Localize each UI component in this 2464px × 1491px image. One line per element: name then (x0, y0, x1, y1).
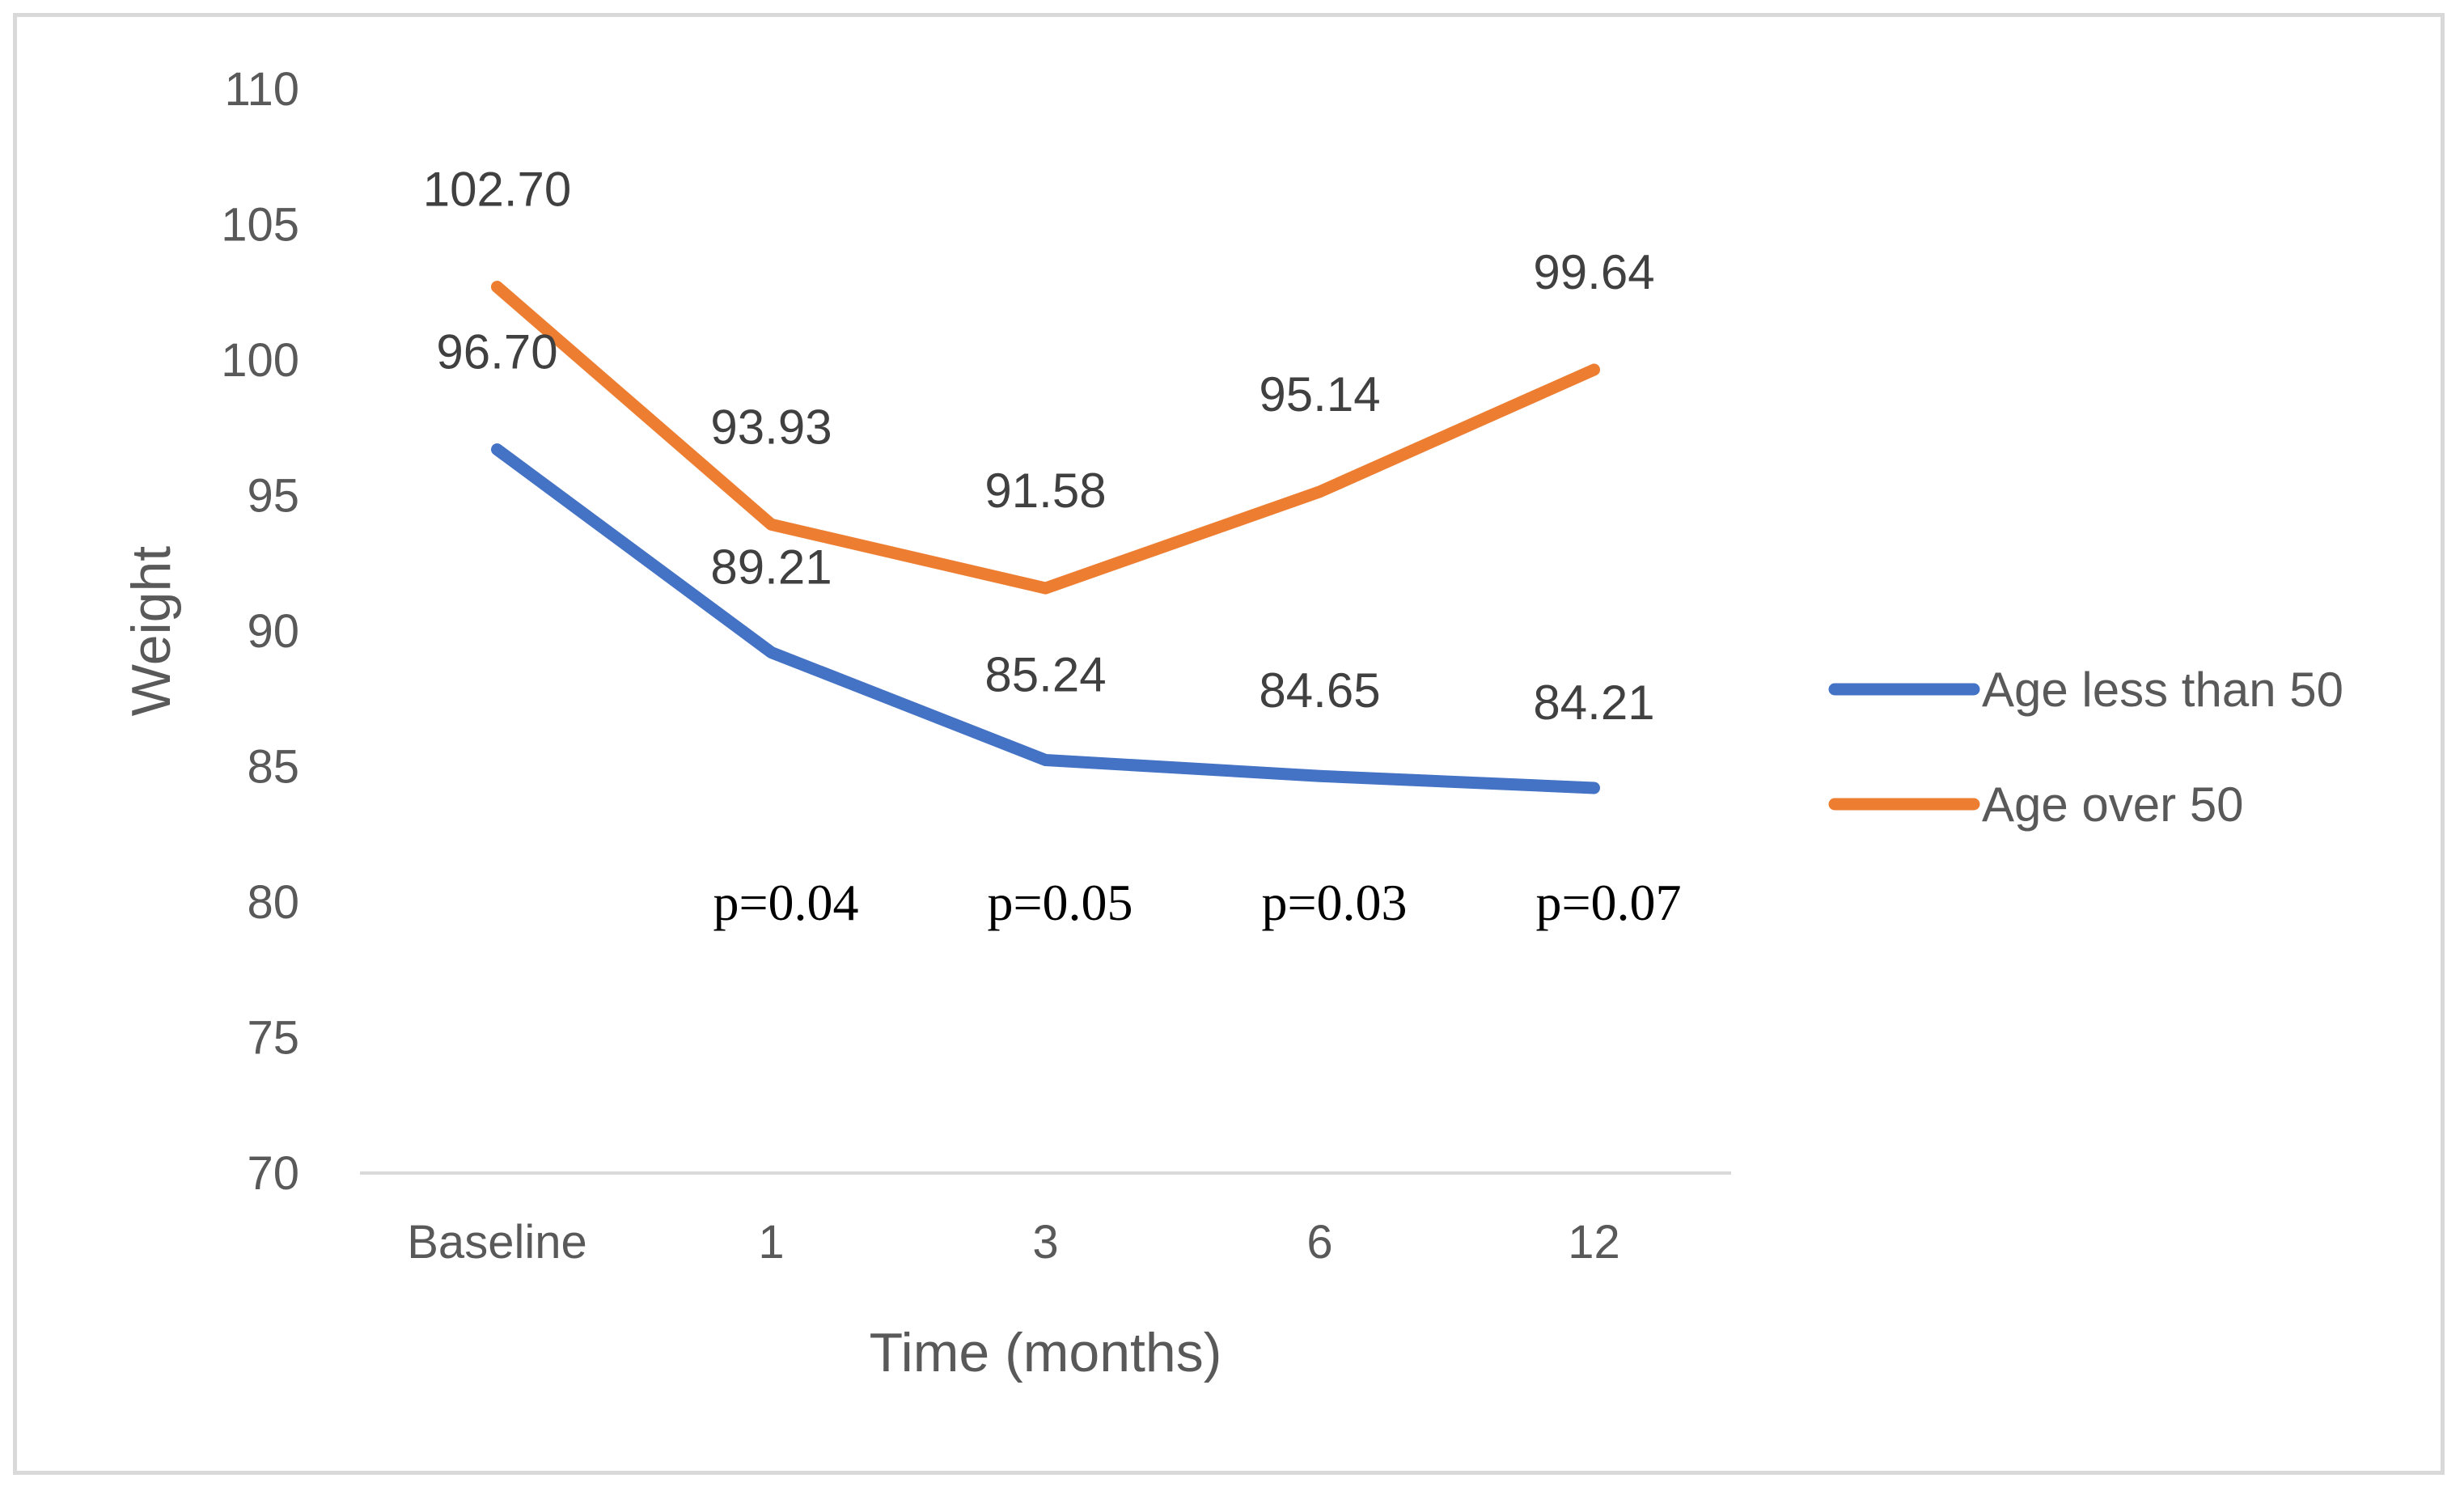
data-label: 95.14 (1259, 367, 1380, 421)
y-tick-label: 105 (221, 199, 299, 252)
legend: Age less than 50 Age over 50 (1828, 663, 2343, 832)
data-label: 85.24 (984, 647, 1106, 701)
p-value-annotations: p=0.04 p=0.05 p=0.03 p=0.07 (713, 874, 1681, 931)
p-value-label: p=0.03 (1261, 874, 1407, 931)
y-tick-label: 95 (247, 470, 299, 523)
x-axis-title: Time (months) (870, 1322, 1222, 1383)
series-line-age-less-than-50 (491, 443, 1600, 794)
legend-label: Age over 50 (1982, 777, 2244, 832)
x-tick-label: 12 (1568, 1216, 1620, 1269)
x-tick-label: 6 (1306, 1216, 1332, 1269)
y-tick-label: 75 (247, 1012, 299, 1065)
x-tick-label: 1 (758, 1216, 784, 1269)
legend-label: Age less than 50 (1982, 663, 2343, 717)
data-label: 102.70 (423, 163, 572, 217)
data-label: 96.70 (436, 325, 557, 379)
p-value-label: p=0.07 (1535, 874, 1681, 931)
y-tick-label: 85 (247, 741, 299, 794)
data-label: 93.93 (710, 400, 832, 454)
p-value-label: p=0.04 (713, 874, 858, 931)
data-labels: 96.70 89.21 85.24 84.65 84.21 102.70 93.93 91.5… (423, 163, 1655, 730)
y-axis-title: Weight (121, 546, 182, 717)
series-line-age-over-50 (491, 281, 1600, 595)
y-tick-label: 100 (221, 334, 299, 387)
y-tick-label: 110 (225, 63, 299, 116)
data-label: 89.21 (710, 540, 832, 594)
p-value-label: p=0.05 (987, 874, 1133, 931)
x-axis-ticks: Baseline 1 3 6 12 (407, 1216, 1620, 1269)
data-label: 99.64 (1533, 245, 1654, 299)
series-lines (491, 281, 1600, 794)
chart-frame (13, 13, 2445, 1475)
x-tick-label: Baseline (407, 1216, 586, 1269)
data-label: 91.58 (984, 464, 1106, 518)
data-label: 84.65 (1259, 663, 1380, 718)
y-tick-label: 70 (247, 1147, 299, 1200)
y-tick-label: 90 (247, 605, 299, 658)
y-axis-ticks: 70 75 80 85 90 95 100 105 110 (221, 63, 299, 1200)
data-label: 84.21 (1533, 676, 1654, 730)
x-tick-label: 3 (1032, 1216, 1058, 1269)
y-tick-label: 80 (247, 876, 299, 929)
